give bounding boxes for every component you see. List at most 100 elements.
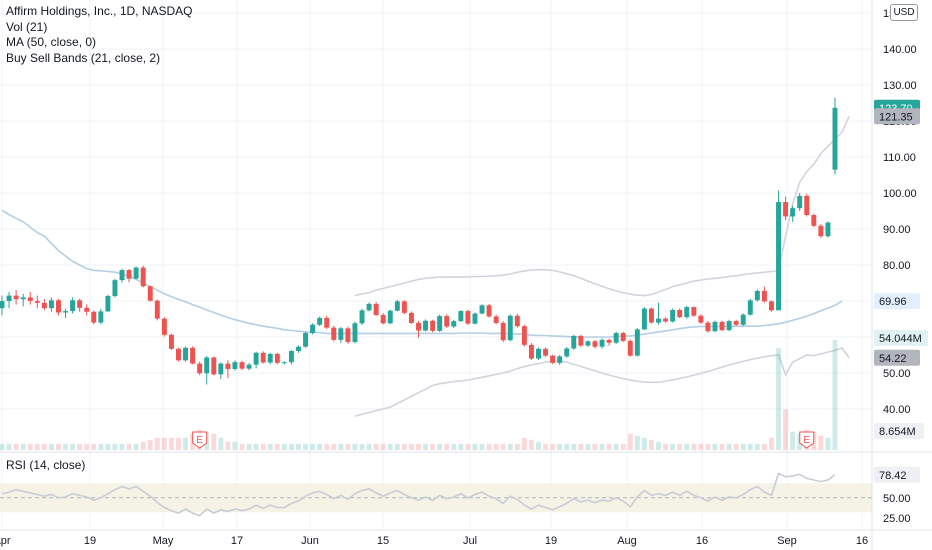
legend-moving-average[interactable]: MA (50, close, 0) (6, 35, 97, 49)
candle-body[interactable] (154, 300, 160, 319)
candle-body[interactable] (232, 362, 238, 369)
candle-body[interactable] (91, 311, 97, 323)
candle-body[interactable] (288, 350, 294, 363)
candle-body[interactable] (507, 315, 513, 341)
candle-body[interactable] (493, 316, 499, 323)
candle-body[interactable] (691, 307, 697, 316)
candle-body[interactable] (634, 329, 640, 356)
candle-body[interactable] (317, 317, 323, 325)
candle-body[interactable] (98, 311, 104, 323)
candle-body[interactable] (641, 308, 647, 330)
candle-body[interactable] (225, 363, 231, 369)
candle-body[interactable] (599, 339, 605, 347)
candle-body[interactable] (119, 270, 125, 281)
legend-volume[interactable]: Vol (21) (6, 19, 48, 34)
candle-body[interactable] (41, 302, 47, 309)
legend-title[interactable]: Affirm Holdings, Inc., 1D, NASDAQ (6, 4, 193, 18)
candle-body[interactable] (613, 333, 619, 343)
candle-body[interactable] (451, 321, 457, 327)
candle-body[interactable] (20, 297, 26, 300)
candle-body[interactable] (550, 355, 556, 363)
candle-body[interactable] (832, 107, 838, 170)
candle-body[interactable] (740, 314, 746, 325)
candle-body[interactable] (472, 313, 478, 324)
currency-button[interactable]: USD (890, 4, 918, 21)
candle-body[interactable] (260, 352, 266, 363)
candle-body[interactable] (423, 320, 429, 331)
candle-body[interactable] (804, 195, 810, 216)
candle-body[interactable] (331, 327, 337, 340)
candle-body[interactable] (486, 305, 492, 317)
candle-body[interactable] (352, 323, 358, 343)
candle-body[interactable] (197, 363, 203, 374)
candle-body[interactable] (684, 307, 690, 318)
candle-body[interactable] (500, 322, 506, 341)
candle-body[interactable] (733, 321, 739, 325)
earnings-marker[interactable]: E (799, 431, 815, 449)
candle-body[interactable] (818, 225, 824, 237)
candle-body[interactable] (790, 208, 796, 217)
legend-buy-sell-bands[interactable]: Buy Sell Bands (21, close, 2) (6, 50, 161, 65)
candle-body[interactable] (401, 301, 407, 313)
candle-body[interactable] (444, 316, 450, 327)
candle-body[interactable] (190, 347, 196, 364)
candle-body[interactable] (70, 300, 76, 312)
candle-body[interactable] (479, 305, 485, 314)
candle-body[interactable] (27, 297, 33, 301)
candle-body[interactable] (592, 341, 598, 347)
candle-body[interactable] (56, 300, 61, 313)
candle-body[interactable] (126, 270, 132, 279)
candle-body[interactable] (168, 334, 174, 349)
candle-body[interactable] (811, 215, 817, 226)
candle-body[interactable] (147, 286, 153, 301)
earnings-marker[interactable]: E (192, 431, 208, 449)
candle-body[interactable] (387, 310, 393, 324)
candle-body[interactable] (246, 364, 252, 369)
candle-body[interactable] (514, 315, 520, 327)
candle-body[interactable] (239, 362, 245, 369)
candle-body[interactable] (465, 311, 471, 324)
candle-body[interactable] (77, 300, 83, 308)
candle-body[interactable] (578, 335, 584, 346)
candle-body[interactable] (140, 267, 146, 287)
candle-body[interactable] (204, 357, 210, 374)
candle-body[interactable] (783, 202, 789, 217)
candle-body[interactable] (536, 348, 541, 359)
candle-body[interactable] (345, 328, 351, 343)
candle-body[interactable] (648, 308, 654, 323)
rsi-legend[interactable]: RSI (14, close) (6, 458, 86, 472)
candle-body[interactable] (719, 321, 725, 331)
candle-body[interactable] (627, 340, 633, 356)
candle-body[interactable] (585, 341, 591, 346)
candle-body[interactable] (670, 309, 676, 322)
candle-body[interactable] (303, 333, 309, 347)
candle-body[interactable] (176, 348, 181, 361)
candle-body[interactable] (656, 318, 661, 323)
candle-body[interactable] (133, 267, 139, 279)
candlesticks[interactable] (0, 97, 838, 385)
candle-body[interactable] (797, 195, 803, 209)
candle-body[interactable] (677, 309, 683, 318)
candle-body[interactable] (48, 300, 54, 309)
candle-body[interactable] (218, 363, 224, 375)
candle-body[interactable] (281, 362, 287, 364)
candle-body[interactable] (754, 290, 760, 301)
candle-body[interactable] (296, 346, 301, 351)
candle-body[interactable] (416, 322, 421, 331)
candle-body[interactable] (705, 322, 711, 332)
candle-body[interactable] (161, 318, 167, 335)
candle-body[interactable] (373, 303, 379, 316)
candle-body[interactable] (458, 311, 464, 322)
candle-body[interactable] (408, 312, 414, 323)
candle-body[interactable] (761, 290, 767, 302)
candle-body[interactable] (380, 315, 386, 324)
candle-body[interactable] (825, 222, 831, 237)
candle-body[interactable] (620, 333, 626, 341)
candle-body[interactable] (34, 300, 40, 303)
candle-body[interactable] (274, 353, 280, 363)
candle-body[interactable] (606, 339, 612, 343)
candle-body[interactable] (776, 202, 781, 311)
candle-body[interactable] (183, 347, 189, 361)
